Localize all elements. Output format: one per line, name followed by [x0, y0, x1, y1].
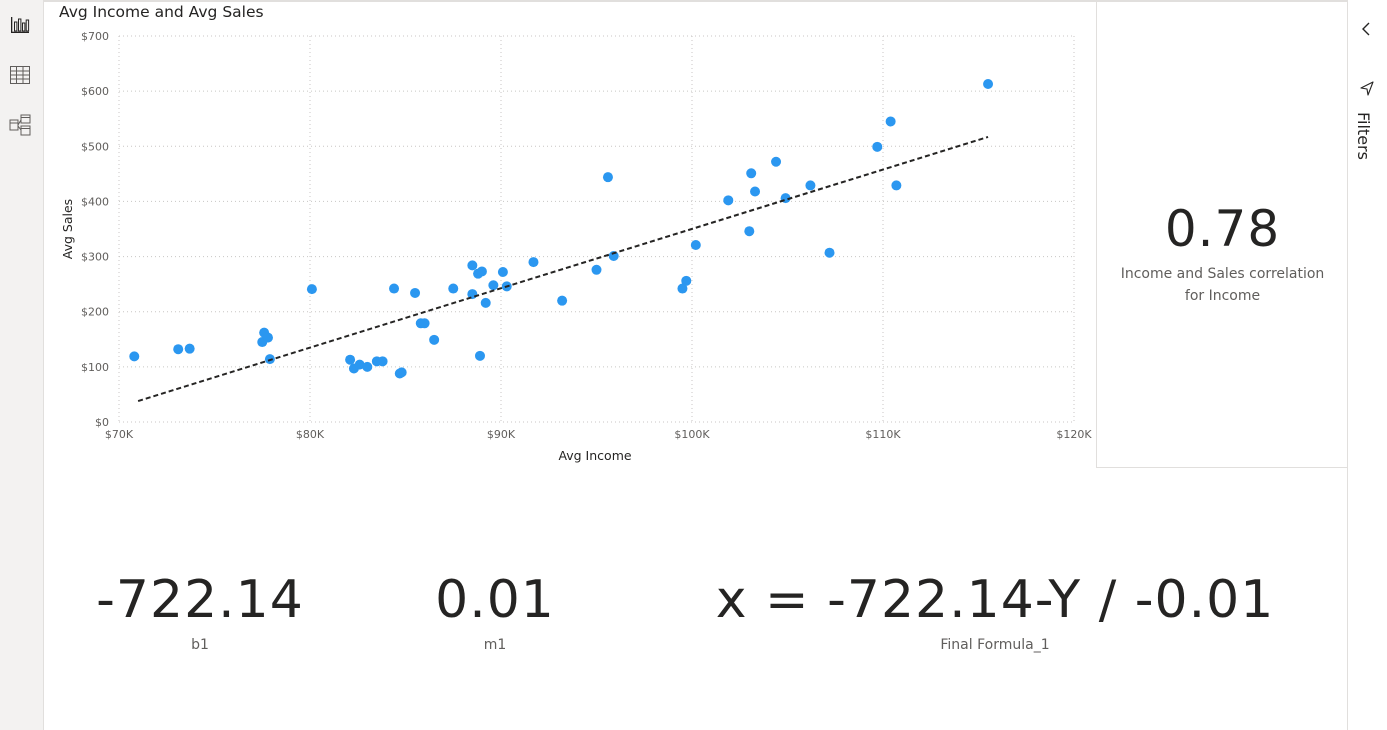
scatter-point[interactable] [497, 267, 508, 278]
x-tick-label: $70K [105, 428, 134, 441]
y-tick-label: $100 [81, 361, 109, 374]
collapse-filters-button[interactable] [1358, 20, 1376, 38]
x-tick-label: $90K [487, 428, 516, 441]
y-tick-label: $600 [81, 85, 109, 98]
scatter-point[interactable] [448, 283, 459, 294]
filters-label[interactable]: Filters [1354, 112, 1373, 160]
b1-card[interactable]: -722.14 b1 [80, 560, 320, 670]
scatter-point[interactable] [771, 156, 782, 167]
scatter-point[interactable] [389, 283, 400, 294]
final-formula-caption: Final Formula_1 [940, 637, 1050, 653]
scatter-point[interactable] [410, 287, 421, 298]
scatter-point[interactable] [608, 251, 619, 262]
chart-gridlines [118, 35, 1075, 423]
scatter-point[interactable] [480, 297, 491, 308]
filter-icon [1360, 81, 1374, 96]
data-view-button[interactable] [8, 63, 32, 87]
final-formula-card[interactable]: x = -722.14-Y / -0.01 Final Formula_1 [700, 560, 1290, 670]
x-tick-label: $100K [674, 428, 710, 441]
scatter-point[interactable] [184, 343, 195, 354]
x-axis-title: Avg Income [558, 448, 631, 463]
scatter-point[interactable] [474, 350, 485, 361]
scatter-point[interactable] [528, 257, 539, 268]
y-tick-label: $200 [81, 306, 109, 319]
scatter-point[interactable] [602, 172, 613, 183]
scatter-point[interactable] [419, 318, 430, 329]
y-tick-label: $500 [81, 140, 109, 153]
x-tick-label: $120K [1056, 428, 1092, 441]
scatter-point[interactable] [476, 266, 487, 277]
scatter-point[interactable] [872, 141, 883, 152]
scatter-point[interactable] [746, 168, 757, 179]
scatter-point[interactable] [824, 247, 835, 258]
visual-title: Avg Income and Avg Sales [59, 3, 264, 21]
scatter-point[interactable] [129, 351, 140, 362]
y-tick-label: $300 [81, 251, 109, 264]
y-axis-title: Avg Sales [60, 199, 75, 259]
view-switcher-rail [0, 0, 44, 730]
scatter-point[interactable] [591, 264, 602, 275]
model-icon [9, 114, 31, 136]
correlation-card[interactable]: 0.78 Income and Sales correlation for In… [1096, 2, 1348, 468]
y-tick-label: $400 [81, 195, 109, 208]
scatter-point[interactable] [362, 361, 373, 372]
scatter-point[interactable] [377, 356, 388, 367]
scatter-point[interactable] [690, 239, 701, 250]
y-tick-label: $700 [81, 30, 109, 43]
correlation-caption-line2: for Income [1184, 288, 1261, 304]
scatter-point[interactable] [677, 283, 688, 294]
correlation-caption-line1: Income and Sales correlation [1120, 266, 1325, 282]
scatter-point[interactable] [805, 180, 816, 191]
chevron-left-icon [1362, 22, 1370, 36]
scatter-point[interactable] [354, 359, 365, 370]
scatter-point[interactable] [306, 284, 317, 295]
scatter-point[interactable] [429, 334, 440, 345]
chart-points[interactable] [129, 78, 994, 379]
scatter-point[interactable] [750, 186, 761, 197]
scatter-point[interactable] [467, 260, 478, 271]
scatter-point[interactable] [681, 275, 692, 286]
trend-line [137, 135, 989, 403]
scatter-point[interactable] [345, 354, 356, 365]
final-formula-value: x = -722.14-Y / -0.01 [715, 570, 1275, 630]
top-border [0, 0, 1387, 2]
scatter-point[interactable] [396, 367, 407, 378]
filter-funnel[interactable] [1358, 79, 1376, 97]
scatter-point[interactable] [557, 295, 568, 306]
scatter-point[interactable] [173, 344, 184, 355]
m1-card[interactable]: 0.01 m1 [395, 560, 595, 670]
table-icon [10, 66, 30, 84]
scatter-point[interactable] [891, 180, 902, 191]
report-view-button[interactable] [8, 13, 32, 37]
scatter-point[interactable] [885, 116, 896, 127]
filters-pane[interactable] [1347, 0, 1387, 730]
scatter-chart[interactable]: $0 $100 $200 $300 $400 $500 $600 $700 $70K $80K $9… [55, 22, 1095, 472]
b1-value: -722.14 [96, 570, 304, 630]
y-tick-label: $0 [95, 416, 109, 429]
x-tick-label: $110K [865, 428, 901, 441]
m1-value: 0.01 [435, 570, 555, 630]
scatter-point[interactable] [744, 226, 755, 237]
bar-chart-icon [11, 17, 30, 33]
scatter-point[interactable] [488, 280, 499, 291]
scatter-point[interactable] [723, 195, 734, 206]
correlation-value: 0.78 [1164, 200, 1281, 258]
m1-caption: m1 [483, 637, 507, 653]
scatter-point[interactable] [983, 78, 994, 89]
scatter-point[interactable] [262, 332, 273, 343]
x-tick-label: $80K [296, 428, 325, 441]
b1-caption: b1 [191, 637, 209, 653]
model-view-button[interactable] [8, 113, 32, 137]
chart-tick-labels: $0 $100 $200 $300 $400 $500 $600 $700 $70K $80K $9… [81, 30, 1092, 441]
